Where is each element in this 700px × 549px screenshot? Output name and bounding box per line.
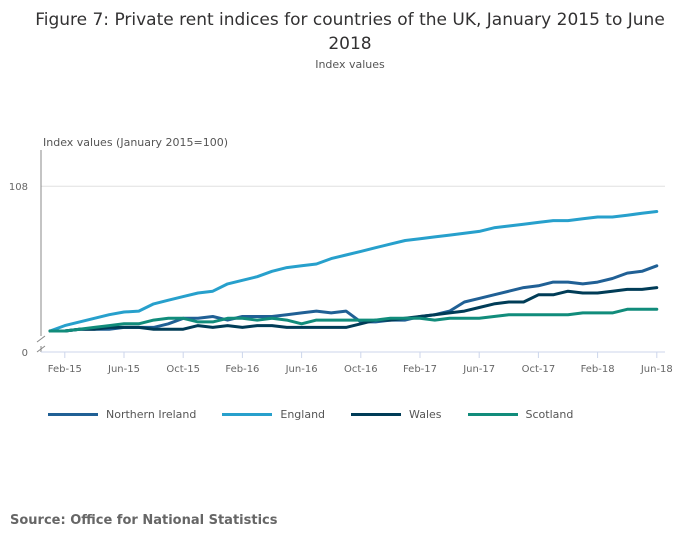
y-tick-label: 0 bbox=[22, 348, 28, 359]
series-line-england bbox=[48, 210, 659, 333]
chart-subtitle: Index values bbox=[315, 58, 385, 71]
legend-item-scotland: Scotland bbox=[467, 408, 574, 421]
x-tick-label: Oct-17 bbox=[522, 364, 556, 375]
legend-swatch bbox=[222, 413, 273, 416]
axis-break-mark bbox=[36, 335, 46, 343]
series-line-scotland bbox=[48, 307, 659, 333]
legend-swatch bbox=[351, 413, 402, 416]
y-tick-label: 108 bbox=[9, 182, 28, 193]
x-tick-label: Feb-18 bbox=[581, 364, 615, 375]
legend-item-northern-ireland: Northern Ireland bbox=[48, 408, 196, 421]
series-line-wales bbox=[48, 286, 659, 333]
legend-swatch bbox=[48, 413, 98, 416]
source-note: Source: Office for National Statistics bbox=[10, 513, 278, 528]
axis-break-mark bbox=[36, 345, 46, 353]
x-tick-label: Feb-15 bbox=[48, 364, 82, 375]
legend-label: England bbox=[280, 408, 326, 421]
x-tick-label: Feb-16 bbox=[225, 364, 259, 375]
legend: Northern Ireland England Wales Scotland bbox=[48, 408, 599, 421]
legend-item-wales: Wales bbox=[351, 408, 442, 421]
x-tick-label: Jun-18 bbox=[640, 364, 673, 375]
legend-label: Northern Ireland bbox=[106, 408, 197, 421]
x-tick-label: Jun-15 bbox=[107, 364, 140, 375]
x-tick-label: Oct-16 bbox=[344, 364, 378, 375]
legend-label: Wales bbox=[409, 408, 442, 421]
x-tick-label: Jun-16 bbox=[285, 364, 318, 375]
chart-title: Figure 7: Private rent indices for count… bbox=[35, 10, 665, 54]
x-tick-label: Jun-17 bbox=[462, 364, 495, 375]
x-tick-label: Oct-15 bbox=[166, 364, 200, 375]
y-axis-label: Index values (January 2015=100) bbox=[43, 136, 229, 149]
legend-item-england: England bbox=[222, 408, 325, 421]
legend-swatch bbox=[467, 413, 518, 416]
legend-label: Scotland bbox=[525, 408, 574, 421]
x-tick-label: Feb-17 bbox=[403, 364, 437, 375]
